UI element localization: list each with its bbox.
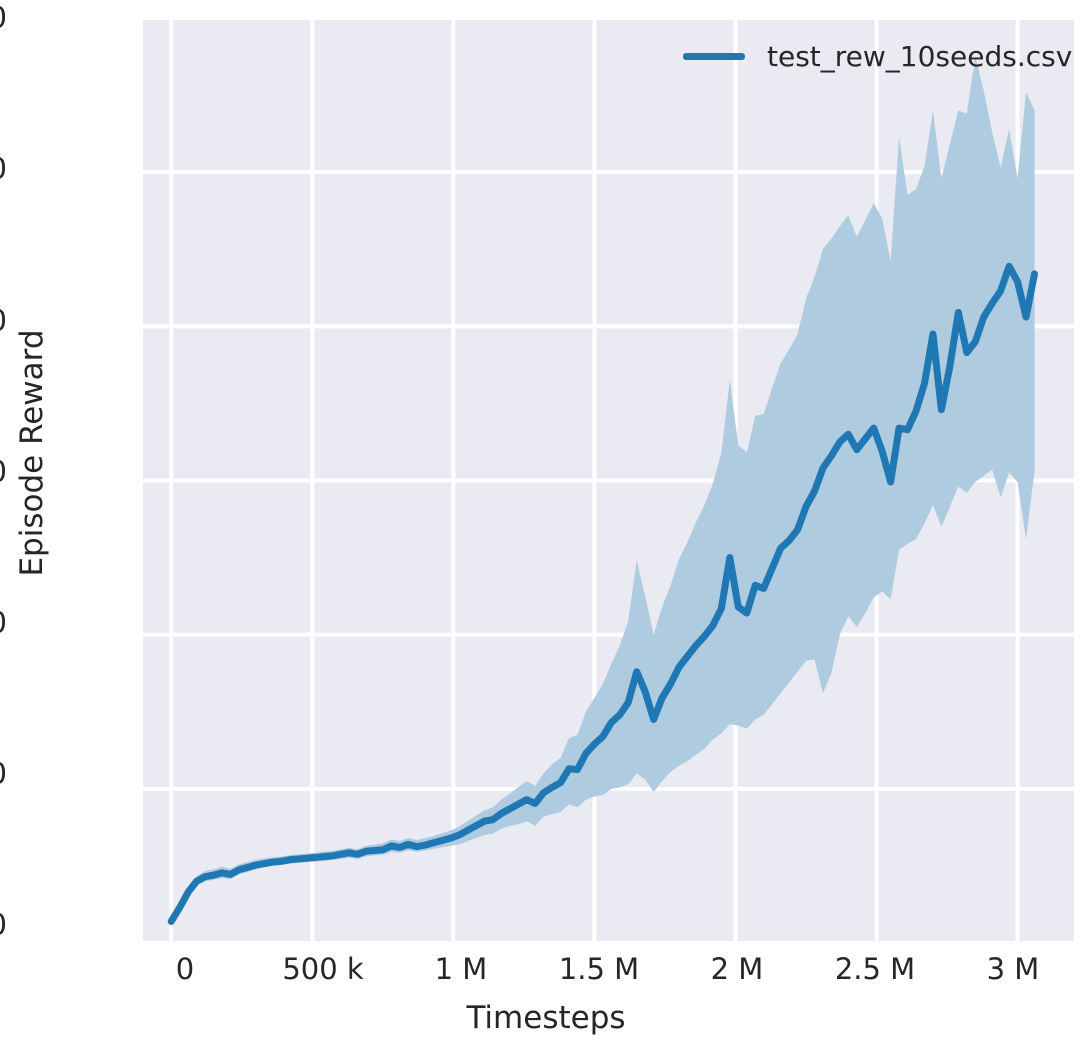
x-tick-label: 500 k — [282, 952, 364, 986]
y-tick-label: 3000 — [0, 457, 7, 487]
y-tick-label: 0 — [0, 910, 7, 940]
plot-svg — [143, 18, 1074, 943]
y-tick-label: 2000 — [0, 608, 7, 638]
y-tick-label: 6000 — [0, 3, 7, 33]
series-line — [167, 262, 1038, 925]
legend: test_rew_10seeds.csv — [683, 40, 1072, 73]
legend-color-swatch — [683, 53, 745, 60]
x-tick-label: 2.5 M — [834, 952, 916, 986]
y-tick-label: 5000 — [0, 154, 7, 184]
plot-area: test_rew_10seeds.csv — [143, 18, 1074, 943]
confidence-band — [171, 56, 1035, 925]
x-axis-label: Timesteps — [466, 1000, 626, 1036]
x-tick-label: 1.5 M — [558, 952, 640, 986]
x-tick-label: 1 M — [434, 952, 488, 986]
y-tick-label: 1000 — [0, 759, 7, 789]
x-tick-label: 2 M — [710, 952, 764, 986]
x-tick-label: 3 M — [986, 952, 1040, 986]
legend-label: test_rew_10seeds.csv — [767, 40, 1073, 73]
y-axis-label: Episode Reward — [14, 329, 50, 577]
x-tick-label: 0 — [175, 952, 195, 986]
y-tick-label: 4000 — [0, 306, 7, 336]
